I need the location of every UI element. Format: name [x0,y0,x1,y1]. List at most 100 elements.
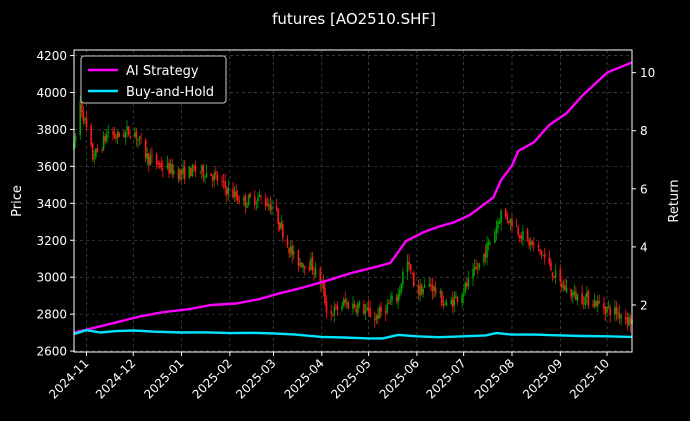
candle-body [517,227,520,235]
candle-body [85,116,88,127]
candle-body [183,166,186,180]
candle-body [397,294,400,303]
candle-body [101,149,103,151]
candle-body [335,305,337,307]
candle-body [624,316,627,320]
candle-body [609,307,611,316]
candle-body [430,284,432,286]
ai-strategy-line [73,61,633,334]
candle-body [595,301,597,307]
candle-body [193,166,195,169]
candle-body [210,173,212,177]
candle-body [402,271,404,284]
candle-body [629,318,632,325]
candle-body [149,156,152,166]
candle-body [364,310,367,314]
candle-body [537,244,540,248]
candle-body [528,239,530,246]
candle-body [268,205,270,206]
candle-body [406,261,409,273]
candle-body [205,172,208,178]
candle-body [224,181,226,188]
candle-body [441,291,443,306]
y-left-tick-label: 2800 [36,308,67,322]
candle-body [74,135,77,142]
candle-body [299,262,301,266]
candle-body [137,138,139,141]
candle-body [202,165,205,177]
candle-body [581,292,583,304]
candle-body [592,304,594,306]
candle-body [292,251,295,255]
candle-body [433,286,435,291]
candle-body [180,169,183,175]
candle-body [604,307,607,314]
candle-body [487,241,490,245]
candle-body [575,291,577,300]
candle-body [366,307,368,311]
candle-body [216,175,219,182]
candle-body [526,229,529,240]
y-axis-right-label: Return [667,179,682,222]
candle-body [282,224,284,238]
candle-body [464,282,467,293]
candle-body [271,206,273,209]
candle-body [162,168,164,170]
candle-body [380,306,382,312]
candle-body [324,287,326,304]
candle-body [451,299,454,307]
candle-body [562,285,565,288]
candle-body [478,263,481,269]
candle-body [221,180,223,182]
candle-body [96,148,99,152]
candle-body [260,196,262,198]
candle-body [80,99,83,112]
candle-body [543,254,546,258]
candle-body [112,131,114,135]
candle-body [522,230,524,240]
candle-body [124,131,127,138]
candle-body [144,139,147,158]
candle-body [489,242,491,244]
y-left-tick-label: 4000 [36,86,67,100]
candle-body [126,127,128,131]
candle-body [169,163,172,173]
candle-body [584,296,587,305]
candle-body [146,153,149,160]
candle-body [300,262,303,267]
candle-body [238,200,241,203]
candle-body [378,307,381,319]
candle-body [548,256,551,264]
y-right-tick-label: 6 [640,182,648,196]
candle-body [345,302,348,304]
y-axis-left-label: Price [10,185,25,217]
candle-body [400,283,403,292]
candle-body [603,303,605,309]
candle-body [289,246,292,254]
candle-body [455,295,457,298]
candle-body [377,314,379,319]
candle-body [194,166,197,172]
candle-body [565,287,568,293]
candle-body [389,301,392,303]
candle-body [439,291,442,294]
candle-body [102,135,105,150]
candle-body [582,303,585,305]
candle-body [303,265,306,269]
candle-body [288,247,290,254]
candle-body [277,209,279,224]
candle-body [269,204,272,211]
candle-body [199,171,202,173]
candle-body [434,287,437,294]
candle-body [333,306,336,316]
candle-body [374,318,376,321]
candle-body [550,261,552,271]
candle-body [554,270,557,278]
candle-body [518,235,521,239]
candle-body [356,304,359,314]
candle-body [571,292,574,297]
candle-body [171,163,173,175]
candle-body [539,248,541,252]
candle-body [347,302,350,309]
